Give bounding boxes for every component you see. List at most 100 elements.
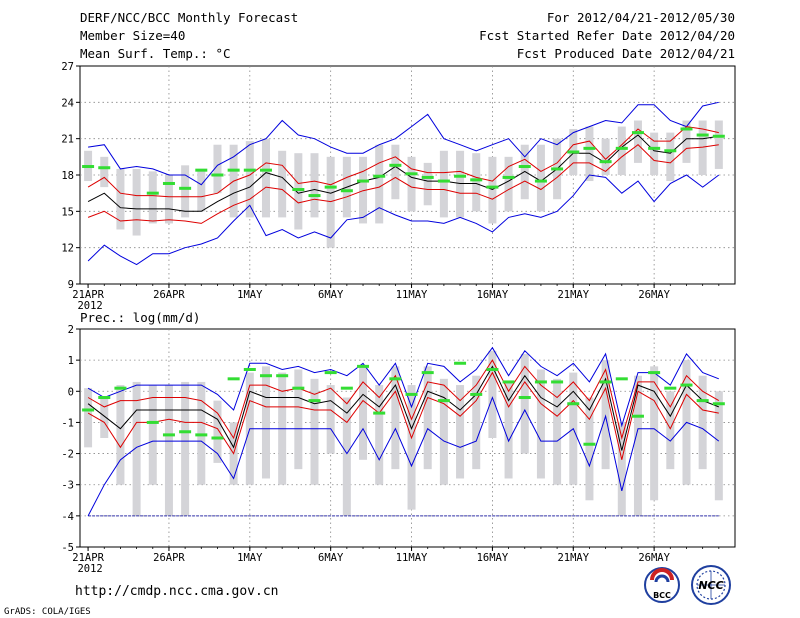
prec-spread-box [407, 385, 416, 510]
temp-spread-box [488, 156, 497, 224]
temp-spread-box [536, 144, 545, 212]
prec-observed-marker [98, 396, 111, 400]
temp-spread-box [359, 156, 368, 224]
ncc-globe-icon [697, 571, 725, 599]
prec-observed-marker [259, 374, 272, 378]
prec-spread-box [633, 375, 642, 516]
temp-ytick-label: 15 [61, 206, 74, 218]
started-refer-date: Fcst Started Refer Date 2012/04/20 [479, 28, 735, 43]
temp-spread-box [326, 156, 335, 248]
temp-observed-marker [551, 167, 564, 171]
prec-ytick-label: -4 [61, 511, 74, 523]
prec-spread-box [132, 381, 141, 516]
temp-spread-box [278, 150, 287, 218]
temp-observed-marker [712, 134, 725, 138]
prec-observed-marker [534, 380, 547, 384]
temp-observed-marker [696, 133, 709, 137]
temp-ytick-label: 21 [61, 134, 74, 146]
prec-spread-box [439, 378, 448, 485]
temp-observed-marker [583, 146, 596, 150]
prec-observed-marker [599, 380, 612, 384]
prec-observed-marker [518, 396, 531, 400]
prec-spread-box [100, 397, 109, 438]
prec-observed-marker [195, 433, 208, 437]
temp-observed-marker [373, 174, 386, 178]
prec-observed-marker [179, 430, 192, 434]
temp-series-min [87, 174, 720, 266]
prec-observed-marker [454, 361, 467, 365]
temp-observed-marker [82, 165, 95, 169]
temp-spread-box [261, 138, 270, 218]
temp-observed-marker [243, 168, 256, 172]
temp-ytick-label: 12 [61, 243, 74, 255]
prec-observed-marker [82, 408, 95, 412]
temp-spread-box [100, 156, 109, 188]
temp-spread-box [666, 132, 675, 182]
prec-spread-box [310, 378, 319, 485]
prec-observed-marker [615, 377, 628, 381]
prec-spread-box [84, 388, 93, 448]
temp-observed-marker [259, 168, 272, 172]
prec-spread-box [359, 366, 368, 460]
temp-ytick-label: 18 [61, 170, 74, 182]
prec-spread-box [261, 366, 270, 479]
prec-observed-marker [211, 436, 224, 440]
temp-spread-box [617, 126, 626, 175]
temp-series-mean [87, 134, 719, 212]
prec-ytick-label: -3 [61, 480, 74, 492]
temp-spread-box [213, 144, 222, 194]
temp-observed-marker [470, 178, 483, 182]
prec-ytick-label: -5 [61, 542, 74, 554]
temp-observed-marker [162, 181, 175, 185]
prec-spread-box [650, 366, 659, 501]
temp-spread-box [181, 165, 190, 218]
prec-ytick-label: -2 [61, 449, 74, 461]
temp-xtick-label: 16MAY [477, 289, 509, 301]
bcc-logo: BCC [644, 567, 680, 603]
temp-spread-box [148, 171, 157, 224]
temp-spread-box [456, 150, 465, 218]
precipitation-panel-title: Prec.: log(mm/d) [80, 310, 200, 325]
prec-spread-box [342, 397, 351, 516]
temp-observed-marker [680, 127, 693, 131]
prec-year-label: 2012 [77, 563, 102, 575]
temp-observed-marker [308, 194, 321, 198]
source-url[interactable]: http://cmdp.ncc.cma.gov.cn [75, 584, 279, 599]
temperature-panel: 9 12 15 18 21 24 27 21APR 26APR 1MAY 6MAY 11MAY 16MA… [61, 61, 736, 312]
prec-spread-box [391, 366, 400, 470]
temp-ytick-label: 24 [61, 97, 74, 109]
temp-spread-box [116, 168, 125, 230]
temp-ytick-label: 9 [68, 279, 74, 291]
prec-spread-box [488, 350, 497, 438]
temp-observed-marker [502, 175, 515, 179]
prec-spread-box [213, 400, 222, 463]
prec-observed-marker [146, 420, 159, 424]
prec-series-max [87, 346, 719, 428]
ncc-logo: NCC [691, 565, 731, 605]
prec-observed-marker [502, 380, 515, 384]
prec-xtick-label: 6MAY [318, 552, 344, 564]
precipitation-panel: -5 -4 -3 -2 -1 0 1 2 21APR 26APR 1MAY 6MAY 11MAY 16MA… [61, 324, 736, 575]
temp-observed-marker [421, 175, 434, 179]
temp-year-label: 2012 [77, 300, 102, 312]
temp-observed-marker [486, 185, 499, 189]
prec-spread-box [666, 391, 675, 470]
temp-xtick-label: 21APR [72, 289, 104, 301]
temp-spread-box [391, 144, 400, 200]
prec-spread-box [714, 391, 723, 501]
prec-observed-marker [292, 386, 305, 390]
temp-xtick-label: 26APR [153, 289, 185, 301]
prec-observed-marker [696, 399, 709, 403]
temp-spread-box [439, 150, 448, 218]
temp-spread-box [423, 162, 432, 206]
prec-xtick-label: 21MAY [557, 552, 589, 564]
temp-spread-box [310, 153, 319, 218]
prec-spread-box [326, 385, 335, 454]
temp-observed-marker [567, 150, 580, 154]
prec-observed-marker [243, 367, 256, 371]
temp-observed-marker [292, 188, 305, 192]
prec-series-upper [87, 359, 720, 440]
temp-observed-marker [179, 186, 192, 190]
temperature-panel-title: Mean Surf. Temp.: °C [80, 46, 231, 61]
